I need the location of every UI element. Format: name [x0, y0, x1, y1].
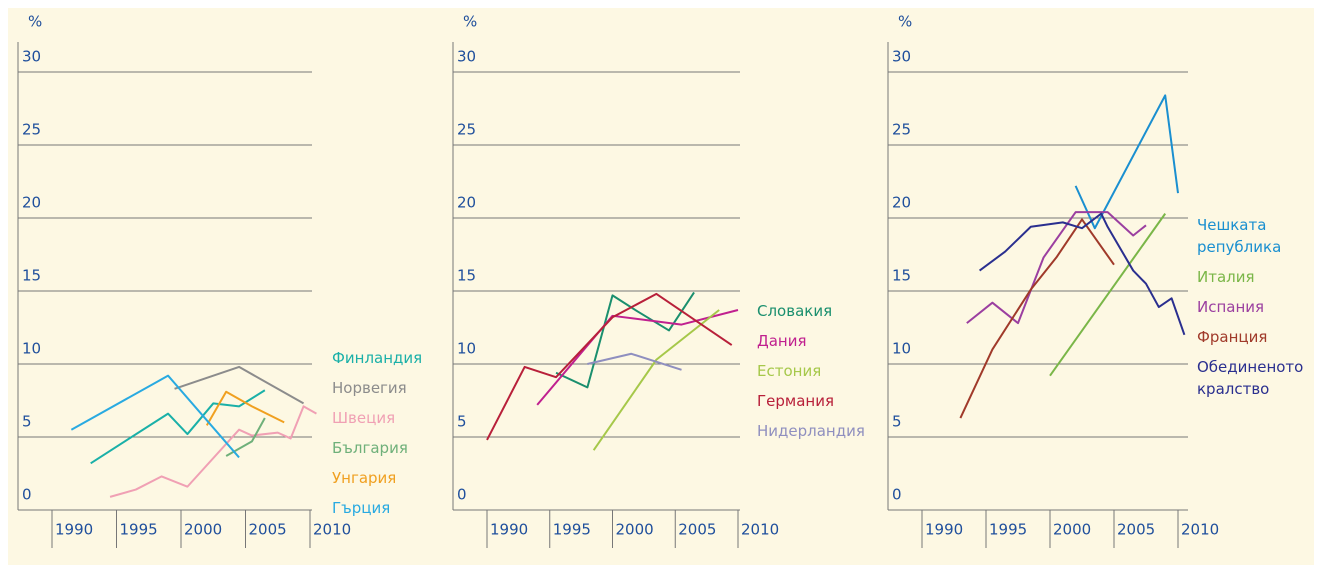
y-tick-label: 0: [457, 486, 467, 504]
series-line: [536, 309, 739, 406]
series-line: [1049, 213, 1167, 377]
x-tick-label: 2000: [616, 521, 654, 539]
y-tick-label: 30: [22, 48, 41, 66]
y-tick-label: 25: [892, 121, 911, 139]
x-tick-label: 1995: [553, 521, 591, 539]
legend-entry: Швеция: [332, 409, 396, 427]
y-tick-label: 5: [457, 413, 467, 431]
legend: Чешката република Италия Испания Франция Обе…: [1197, 214, 1322, 400]
x-tick-label: 1990: [925, 521, 963, 539]
series-line: [109, 405, 317, 498]
legend-entry: Германия: [757, 392, 834, 410]
x-tick-label: 1990: [490, 521, 528, 539]
x-tick-label: 1990: [55, 521, 93, 539]
x-tick-label: 2005: [678, 521, 716, 539]
legend-entry: Дания: [757, 332, 807, 350]
y-tick-label: 10: [22, 340, 41, 358]
legend: Словакия Дания Естония Германия Нидерландия: [757, 300, 882, 442]
y-tick-label: 20: [892, 194, 911, 212]
y-tick-label: 0: [892, 486, 902, 504]
legend-entry: Испания: [1197, 298, 1265, 316]
legend-entry: Финландия: [332, 349, 423, 367]
series-line: [1074, 94, 1179, 230]
y-axis-label: %: [28, 13, 42, 31]
legend-entry: Чешката република: [1197, 216, 1282, 256]
y-tick-label: 5: [22, 413, 32, 431]
series-line: [959, 218, 1115, 419]
x-tick-label: 2005: [1117, 521, 1155, 539]
x-tick-label: 2010: [1181, 521, 1219, 539]
series-line: [90, 389, 266, 465]
y-tick-label: 10: [457, 340, 476, 358]
series-line: [966, 211, 1147, 325]
legend-entry: Нидерландия: [757, 422, 865, 440]
y-tick-label: 10: [892, 340, 911, 358]
legend-entry: Норвегия: [332, 379, 407, 397]
y-tick-label: 20: [457, 194, 476, 212]
y-tick-label: 30: [892, 48, 911, 66]
series-line: [205, 390, 285, 426]
x-tick-label: 1995: [989, 521, 1027, 539]
y-tick-label: 30: [457, 48, 476, 66]
series-line: [592, 309, 720, 451]
y-tick-label: 0: [22, 486, 32, 504]
series-line: [70, 374, 240, 459]
legend-entry: България: [332, 439, 408, 457]
series-line: [587, 352, 682, 371]
y-tick-label: 20: [22, 194, 41, 212]
y-tick-label: 15: [892, 267, 911, 285]
x-tick-label: 2000: [184, 521, 222, 539]
background: [8, 8, 1314, 565]
y-tick-label: 25: [457, 121, 476, 139]
legend-entry: Франция: [1197, 328, 1268, 346]
x-tick-label: 2000: [1053, 521, 1091, 539]
y-axis-label: %: [463, 13, 477, 31]
legend-entry: Италия: [1197, 268, 1255, 286]
series-line: [486, 292, 733, 441]
legend-entry: Словакия: [757, 302, 833, 320]
y-tick-label: 5: [892, 413, 902, 431]
y-tick-label: 25: [22, 121, 41, 139]
legend-entry: Гърция: [332, 499, 391, 517]
y-axis-label: %: [898, 13, 912, 31]
y-tick-label: 15: [22, 267, 41, 285]
legend-entry: Естония: [757, 362, 822, 380]
x-tick-label: 1995: [120, 521, 158, 539]
y-tick-label: 15: [457, 267, 476, 285]
legend-entry: Унгария: [332, 469, 397, 487]
legend-entry: Обединеното кралство: [1197, 358, 1304, 398]
x-tick-label: 2010: [313, 521, 351, 539]
x-tick-label: 2010: [741, 521, 779, 539]
series-line: [979, 212, 1186, 336]
legend: Финландия Норвегия Швеция България Унгария Гъ…: [332, 347, 457, 519]
x-tick-label: 2005: [249, 521, 287, 539]
series-line: [555, 291, 695, 389]
series-line: [174, 365, 305, 405]
